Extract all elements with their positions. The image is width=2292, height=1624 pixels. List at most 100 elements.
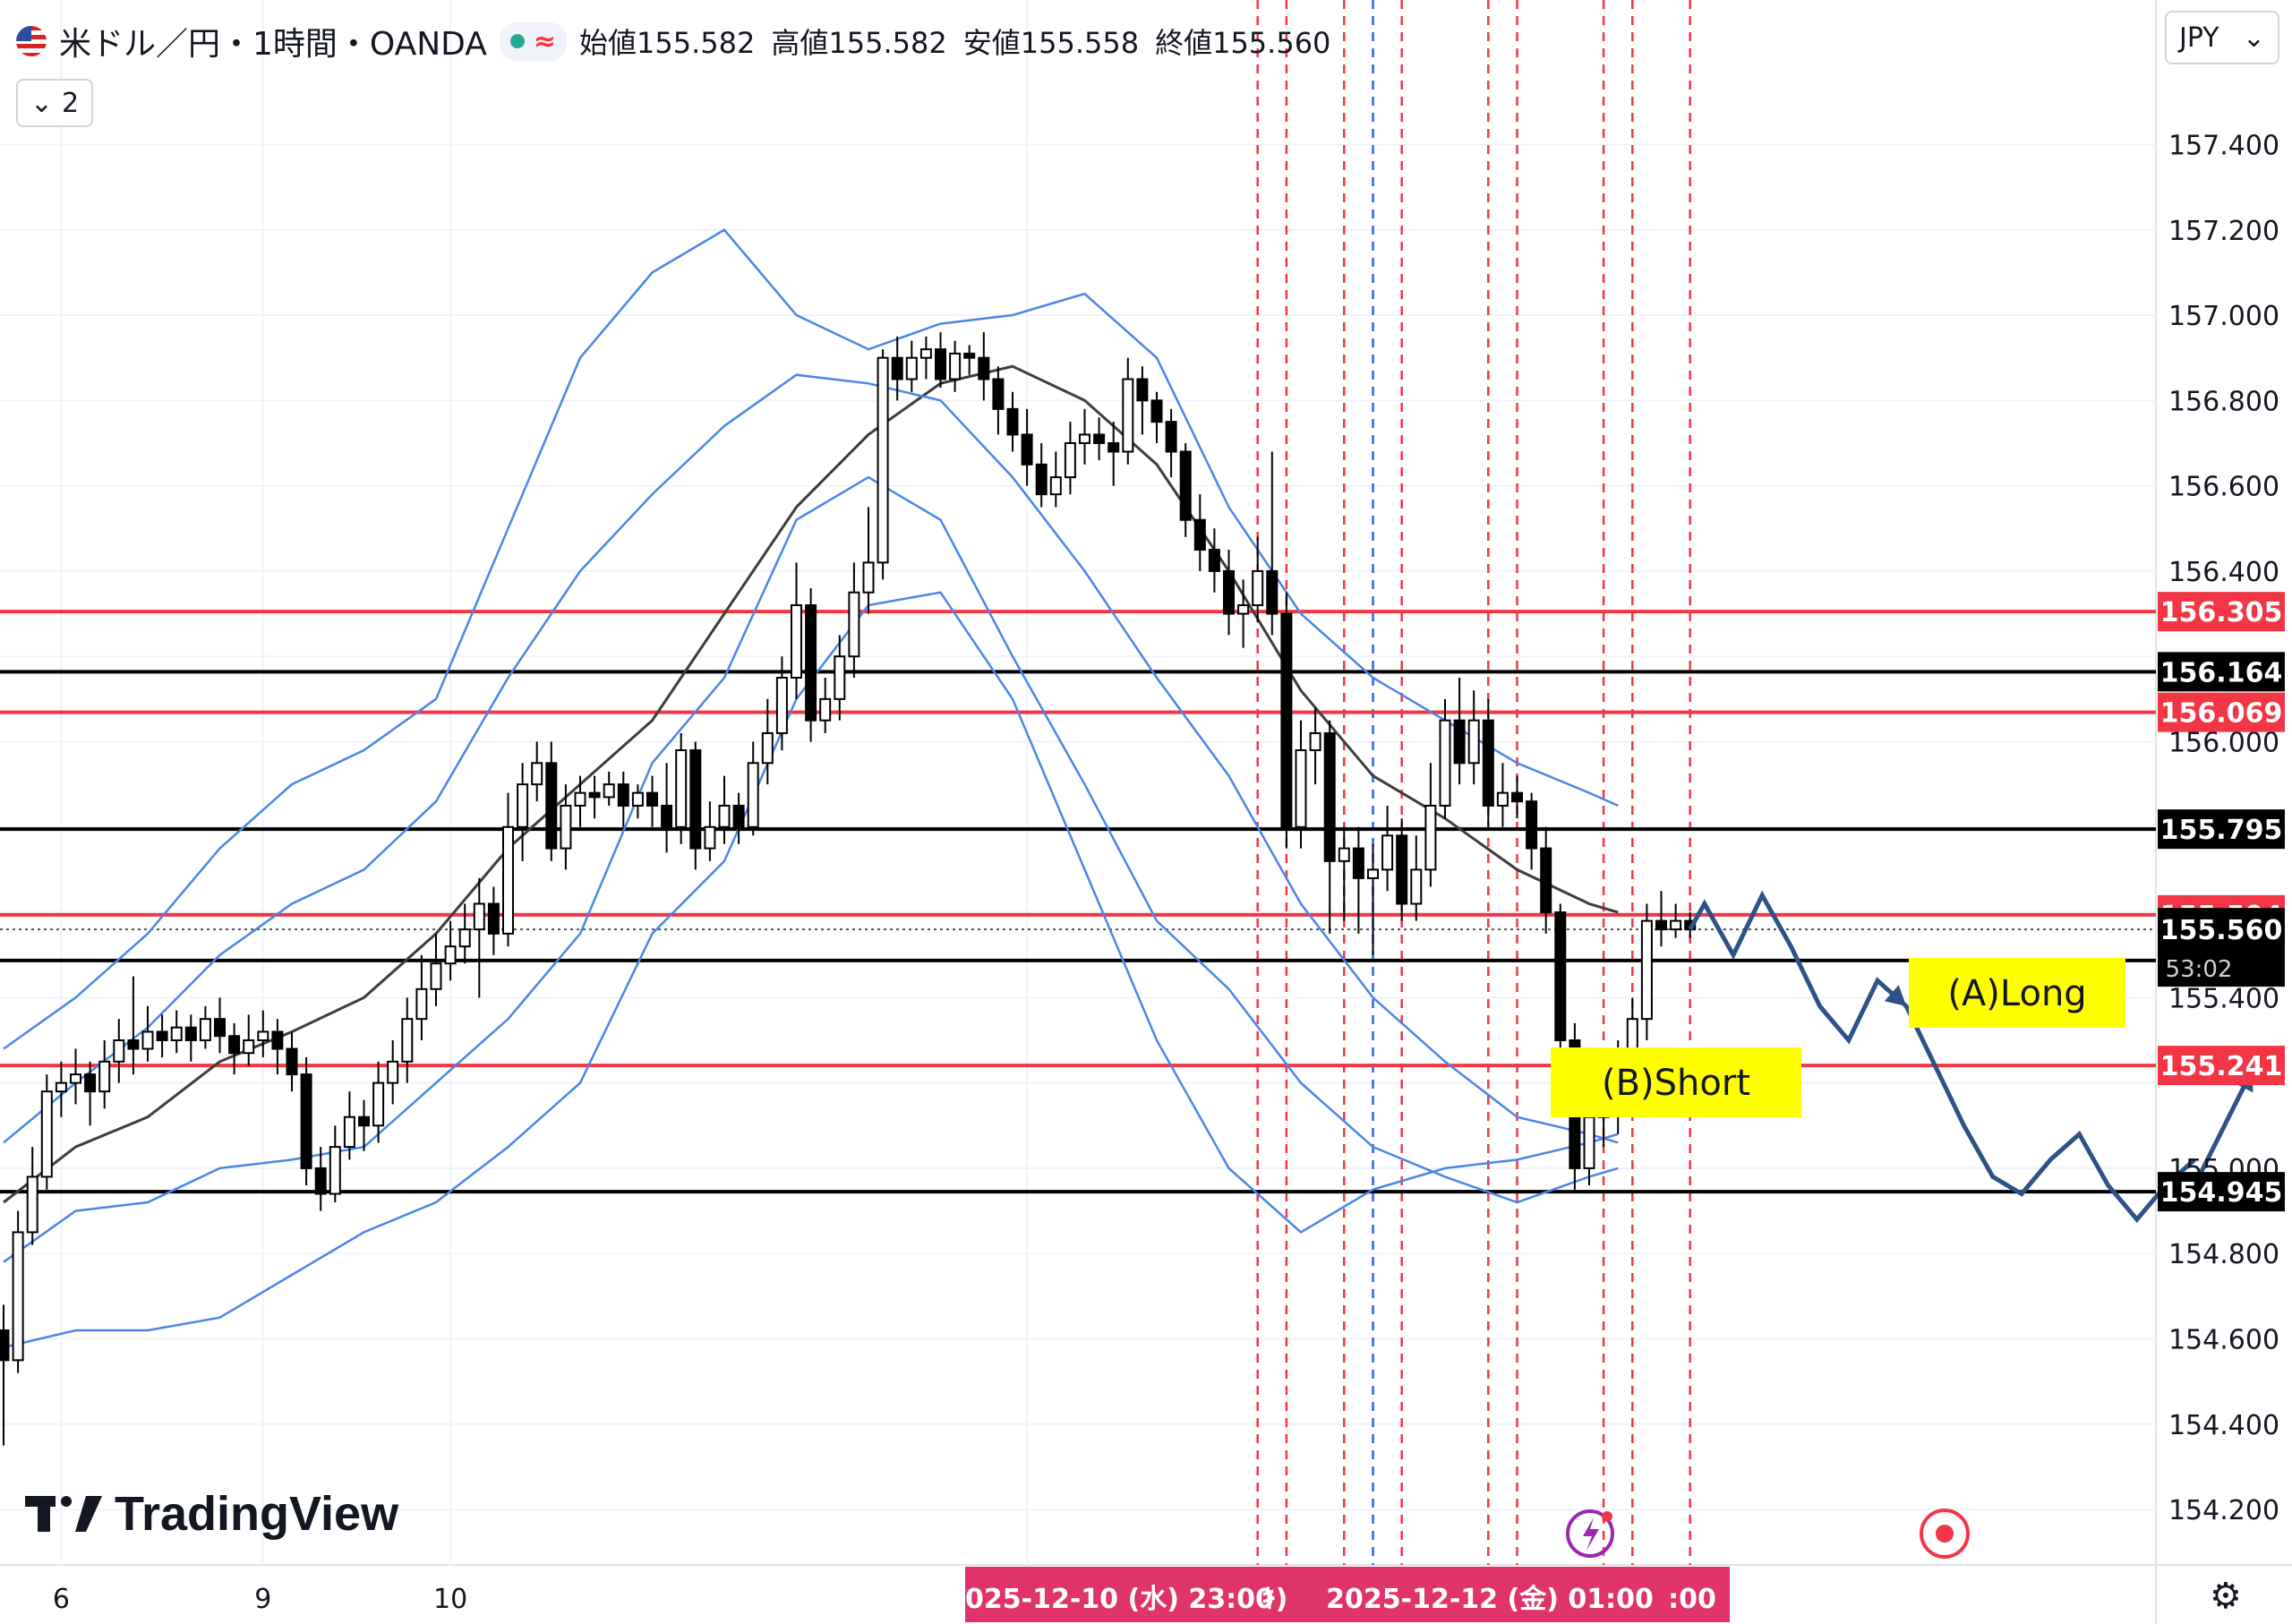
candle-up	[603, 783, 615, 799]
candle-down	[963, 352, 976, 359]
ohlc-high: 高値155.582	[771, 26, 947, 60]
candle-down	[1150, 399, 1163, 423]
candle-down	[214, 1018, 226, 1038]
candle-up	[1338, 847, 1350, 862]
candle-up	[1410, 868, 1423, 905]
price-tick-label: 155.400	[2168, 983, 2279, 1014]
candle-up	[761, 731, 774, 765]
band-line	[3, 591, 1619, 1349]
candle-up	[55, 1081, 67, 1093]
level-price-label: 156.164	[2160, 657, 2283, 688]
candle-down	[545, 762, 558, 850]
candle-up	[458, 928, 471, 948]
price-tick-label: 157.400	[2168, 130, 2279, 161]
candle-down	[1006, 407, 1019, 436]
highlight-time-label: ｷ)	[1262, 1584, 1288, 1615]
status-pill[interactable]: ≈	[499, 21, 568, 61]
candle-up	[862, 561, 875, 594]
candle-up	[1064, 441, 1076, 479]
record-dot-icon	[1936, 1525, 1954, 1543]
highlight-time-label: 2025-12-12 (金) 01:00	[1326, 1584, 1654, 1615]
candle-down	[588, 791, 601, 799]
candle-down	[487, 902, 500, 935]
candle-up	[70, 1073, 81, 1084]
tradingview-logo: TradingView	[25, 1486, 398, 1542]
price-tick-label: 156.800	[2168, 386, 2279, 417]
candle-up	[704, 825, 716, 850]
candle-down	[1526, 800, 1538, 850]
candlesticks	[0, 332, 1697, 1446]
indicators-toggle-button[interactable]: ⌄ 2	[16, 79, 93, 127]
candle-up	[12, 1231, 24, 1362]
candle-down	[805, 604, 817, 722]
currency-select[interactable]: JPY ⌄	[2165, 11, 2279, 64]
lightning-bolt-icon	[1583, 1517, 1599, 1551]
candle-up	[1381, 834, 1394, 871]
candle-up	[1237, 604, 1250, 615]
candle-up	[372, 1081, 385, 1127]
candle-up	[1309, 731, 1321, 752]
candle-down	[0, 1329, 10, 1362]
level-price-badge	[2158, 692, 2285, 732]
price-axis[interactable]: 154.200154.400154.600154.800155.000155.4…	[2158, 130, 2285, 1526]
candle-up	[98, 1060, 111, 1093]
level-price-badge	[2158, 652, 2285, 692]
price-tick-label: 156.400	[2168, 557, 2279, 588]
candle-down	[127, 1039, 140, 1050]
level-price-badge	[2158, 592, 2285, 632]
market-open-dot-icon	[509, 34, 525, 48]
candle-up	[1122, 378, 1134, 453]
candle-down	[1093, 433, 1106, 444]
candle-down	[1108, 441, 1120, 453]
lightning-alert-icon	[1566, 1509, 1614, 1558]
candle-down	[1223, 569, 1235, 615]
candle-down	[1482, 719, 1494, 807]
current-price-badge	[2158, 908, 2285, 987]
candle-down	[358, 1115, 370, 1127]
time-tick-label: 6	[53, 1584, 70, 1615]
indicator-count: 2	[62, 87, 80, 119]
candle-up	[718, 804, 731, 828]
candle-down	[1540, 847, 1552, 914]
candle-down	[1208, 549, 1220, 572]
candle-down	[891, 356, 903, 380]
candle-up	[574, 791, 586, 807]
tradingview-mark-icon	[25, 1496, 102, 1532]
candle-down	[1655, 919, 1667, 931]
candle-down	[992, 378, 1005, 410]
currency-label: JPY	[2179, 21, 2219, 54]
candle-down	[1136, 378, 1149, 402]
candle-up	[1496, 791, 1509, 807]
candle-up	[531, 762, 543, 786]
forecast-zigzag	[1688, 890, 2196, 1223]
notification-dot-icon	[1602, 1511, 1612, 1522]
level-price-label: 155.241	[2160, 1051, 2283, 1082]
candle-up	[517, 783, 529, 828]
symbol-title[interactable]: 米ドル／円・1時間・OANDA	[59, 26, 487, 63]
settings-gear-icon[interactable]: ⚙	[2210, 1576, 2242, 1617]
bottom-icons	[1566, 1509, 1970, 1559]
candle-up	[329, 1146, 341, 1195]
candle-up	[113, 1039, 125, 1063]
horizontal-levels	[0, 610, 2156, 1194]
candle-down	[286, 1047, 298, 1076]
candle-up	[1439, 719, 1451, 807]
chart-header: 米ドル／円・1時間・OANDA ≈ 始値155.582 高値155.582 安値…	[16, 13, 1330, 70]
candle-down	[228, 1035, 241, 1055]
candle-up	[430, 962, 442, 990]
candle-down	[184, 1026, 197, 1041]
candle-up	[1049, 476, 1062, 496]
candle-down	[617, 783, 629, 807]
highlight-time-label: 2025-12-10 (水) 23:00	[946, 1584, 1274, 1615]
arrowhead-icon	[1884, 985, 1907, 1006]
candle-down	[1035, 463, 1048, 496]
candle-up	[919, 348, 932, 359]
chevron-down-icon: ⌄	[30, 87, 54, 119]
price-tick-label: 154.400	[2168, 1410, 2279, 1441]
time-axis[interactable]: 6910132025-12-10 (水) 23:00ｷ)2025-12-12 (…	[53, 1567, 1730, 1622]
candle-up	[848, 591, 860, 658]
level-price-badge	[2158, 1046, 2285, 1086]
level-price-badge	[2158, 1172, 2285, 1212]
